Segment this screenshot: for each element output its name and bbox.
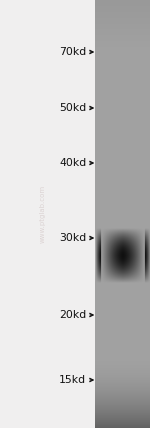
Text: 15kd: 15kd <box>59 375 86 385</box>
Text: 40kd: 40kd <box>59 158 86 168</box>
Text: 50kd: 50kd <box>59 103 86 113</box>
Text: 70kd: 70kd <box>59 47 86 57</box>
Text: 20kd: 20kd <box>59 310 86 320</box>
Text: www.ptglab.com: www.ptglab.com <box>40 185 46 243</box>
Text: 30kd: 30kd <box>59 233 86 243</box>
